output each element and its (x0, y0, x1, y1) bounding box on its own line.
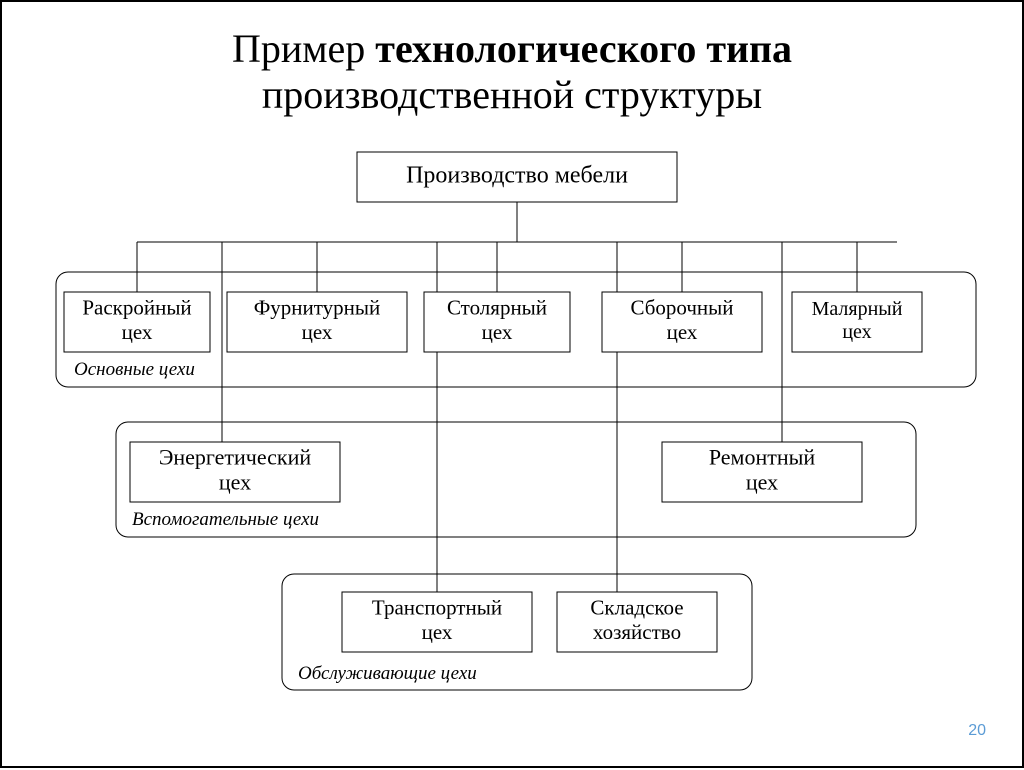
node-warehouse: Складскоехозяйство (557, 592, 717, 652)
node-assembly: Сборочныйцех (602, 292, 762, 352)
node-cutting: Раскройныйцех (64, 292, 210, 352)
svg-text:цех: цех (842, 321, 871, 343)
node-repair: Ремонтныйцех (662, 442, 862, 502)
svg-text:цех: цех (482, 320, 513, 344)
group-label-aux-shops: Вспомогательные цехи (132, 509, 319, 530)
page-number: 20 (968, 722, 986, 740)
svg-text:Фурнитурный: Фурнитурный (254, 296, 381, 320)
svg-text:Сборочный: Сборочный (630, 296, 733, 320)
node-carpentry: Столярныйцех (424, 292, 570, 352)
node-painting: Малярныйцех (792, 292, 922, 352)
group-label-svc-shops: Обслуживающие цехи (298, 663, 477, 684)
svg-text:Раскройный: Раскройный (82, 296, 191, 320)
svg-text:хозяйство: хозяйство (593, 620, 681, 644)
group-label-main-shops: Основные цехи (74, 359, 195, 380)
node-root: Производство мебели (357, 152, 677, 202)
svg-text:цех: цех (219, 470, 251, 495)
svg-text:Складское: Складское (590, 596, 683, 620)
svg-text:цех: цех (667, 320, 698, 344)
svg-text:Малярный: Малярный (812, 298, 903, 320)
svg-text:Транспортный: Транспортный (372, 596, 502, 620)
svg-text:цех: цех (746, 470, 778, 495)
node-energy: Энергетическийцех (130, 442, 340, 502)
org-chart: Производство мебелиРаскройныйцехФурнитур… (2, 2, 1024, 770)
node-hardware: Фурнитурныйцех (227, 292, 407, 352)
svg-text:цех: цех (122, 320, 153, 344)
svg-text:Энергетический: Энергетический (159, 444, 312, 469)
svg-text:Столярный: Столярный (447, 296, 547, 320)
svg-text:Производство мебели: Производство мебели (406, 163, 628, 189)
svg-text:цех: цех (302, 320, 333, 344)
svg-text:Ремонтный: Ремонтный (709, 444, 816, 469)
node-transport: Транспортныйцех (342, 592, 532, 652)
svg-text:цех: цех (422, 620, 453, 644)
